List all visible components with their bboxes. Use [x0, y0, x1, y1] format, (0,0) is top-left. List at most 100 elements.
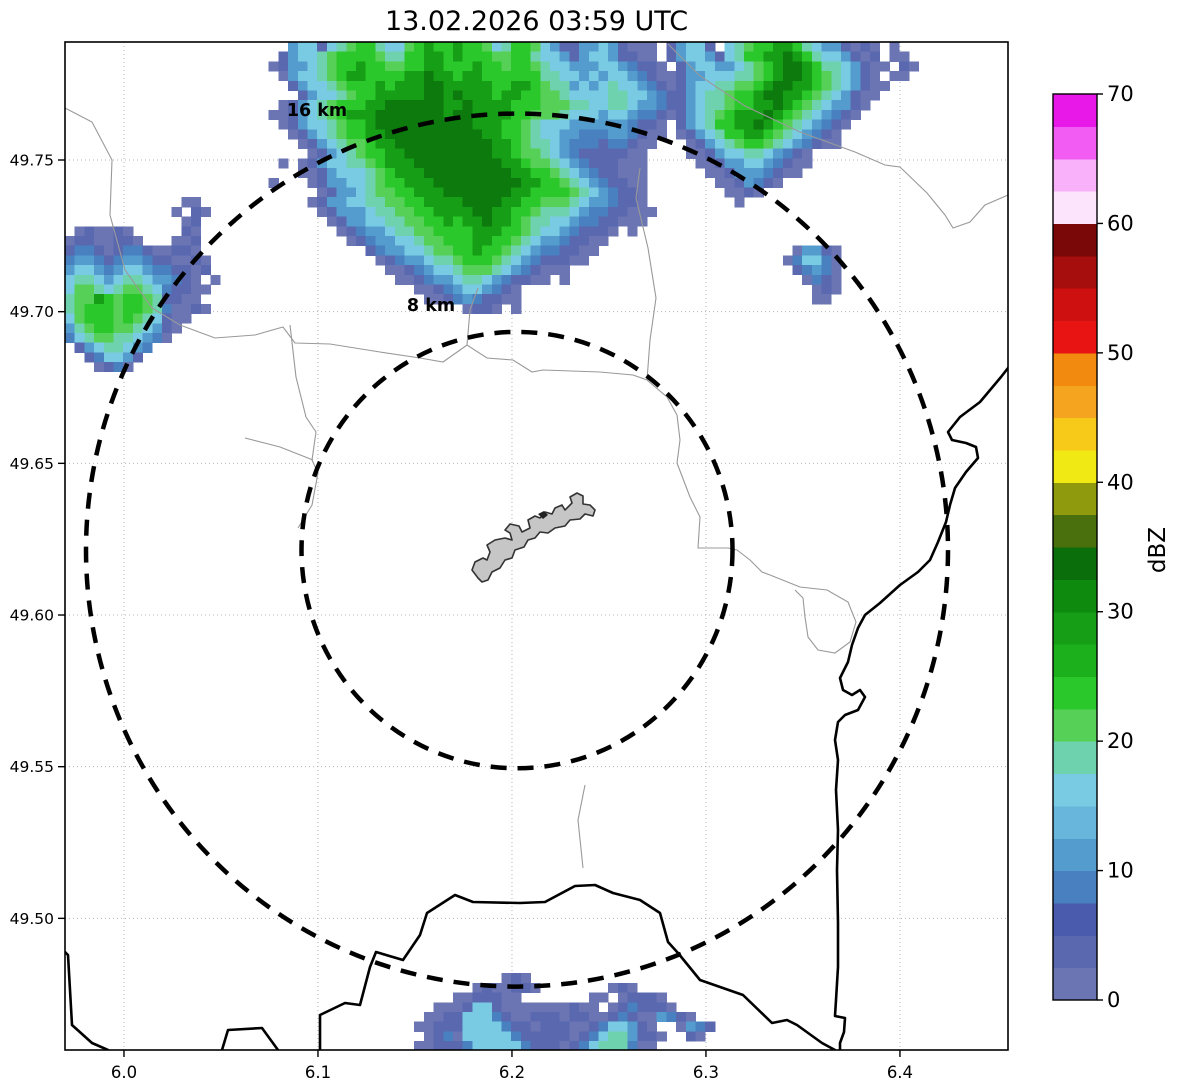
radar-cell — [637, 119, 648, 130]
radar-cell — [811, 80, 822, 91]
y-tick-label: 49.60 — [10, 607, 54, 625]
radar-cell — [569, 168, 580, 179]
radar-cell — [336, 129, 347, 140]
radar-cell — [433, 265, 444, 276]
radar-cell — [569, 71, 580, 82]
radar-cell — [559, 139, 570, 150]
radar-cell — [491, 236, 502, 247]
radar-cell — [520, 42, 531, 53]
radar-cell — [472, 236, 483, 247]
radar-cell — [74, 333, 85, 344]
radar-cell — [588, 187, 599, 198]
radar-cell — [181, 284, 192, 295]
radar-cell — [637, 61, 648, 72]
radar-cell — [336, 177, 347, 188]
radar-cell — [472, 80, 483, 91]
radar-cell — [472, 158, 483, 169]
radar-cell — [162, 333, 173, 344]
radar-cell — [724, 139, 735, 150]
radar-cell — [356, 90, 367, 101]
radar-cell — [472, 206, 483, 217]
radar-cell — [356, 61, 367, 72]
colorbar-segment — [1053, 838, 1097, 872]
radar-cell — [511, 992, 522, 1003]
radar-cell — [511, 294, 522, 305]
radar-cell — [414, 236, 425, 247]
radar-cell — [404, 177, 415, 188]
radar-cell — [113, 352, 124, 363]
radar-cell — [627, 1012, 638, 1023]
radar-cell — [472, 148, 483, 159]
radar-cell — [433, 80, 444, 91]
radar-cell — [685, 51, 696, 62]
radar-cell — [550, 42, 561, 53]
radar-cell — [288, 109, 299, 120]
radar-cell — [811, 129, 822, 140]
radar-cell — [530, 1012, 541, 1023]
radar-cell — [705, 80, 716, 91]
radar-cell — [530, 90, 541, 101]
radar-cell — [346, 236, 357, 247]
radar-cell — [870, 61, 881, 72]
radar-cell — [74, 284, 85, 295]
radar-cell — [472, 187, 483, 198]
radar-cell — [385, 177, 396, 188]
radar-cell — [763, 100, 774, 111]
radar-cell — [705, 1021, 716, 1032]
radar-cell — [423, 90, 434, 101]
radar-cell — [385, 90, 396, 101]
radar-cell — [433, 168, 444, 179]
colorbar-segment — [1053, 902, 1097, 936]
radar-cell — [142, 245, 153, 256]
radar-cell — [394, 129, 405, 140]
radar-cell — [782, 80, 793, 91]
radar-cell — [375, 255, 386, 266]
radar-cell — [588, 168, 599, 179]
radar-cell — [462, 284, 473, 295]
radar-cell — [482, 255, 493, 266]
radar-cell — [74, 323, 85, 334]
radar-cell — [520, 129, 531, 140]
radar-cell — [550, 80, 561, 91]
radar-cell — [588, 158, 599, 169]
radar-cells — [65, 42, 919, 1050]
radar-cell — [365, 51, 376, 62]
radar-cell — [627, 206, 638, 217]
urban-area-polygon — [471, 492, 596, 583]
radar-cell — [123, 333, 134, 344]
radar-cell — [433, 274, 444, 285]
radar-cell — [511, 71, 522, 82]
colorbar-segment — [1053, 805, 1097, 839]
radar-cell — [811, 119, 822, 130]
radar-cell — [423, 168, 434, 179]
radar-cell — [530, 139, 541, 150]
radar-cell — [162, 245, 173, 256]
radar-cell — [491, 216, 502, 227]
radar-cell — [365, 226, 376, 237]
radar-cell — [811, 245, 822, 256]
radar-cell — [588, 1002, 599, 1013]
radar-cell — [453, 226, 464, 237]
radar-cell — [831, 61, 842, 72]
radar-cell — [365, 245, 376, 256]
radar-cell — [433, 294, 444, 305]
radar-cell — [433, 245, 444, 256]
radar-cell — [550, 265, 561, 276]
radar-cell — [559, 187, 570, 198]
radar-cell — [685, 1021, 696, 1032]
radar-cell — [113, 236, 124, 247]
radar-cell — [831, 245, 842, 256]
radar-cell — [530, 42, 541, 53]
radar-cell — [356, 109, 367, 120]
radar-cell — [559, 90, 570, 101]
radar-cell — [433, 284, 444, 295]
radar-cell — [297, 90, 308, 101]
radar-cell — [530, 61, 541, 72]
radar-cell — [491, 51, 502, 62]
radar-cell — [598, 197, 609, 208]
radar-cell — [821, 274, 832, 285]
radar-cell — [501, 80, 512, 91]
radar-cell — [656, 80, 667, 91]
radar-cell — [132, 284, 143, 295]
radar-cell — [191, 274, 202, 285]
